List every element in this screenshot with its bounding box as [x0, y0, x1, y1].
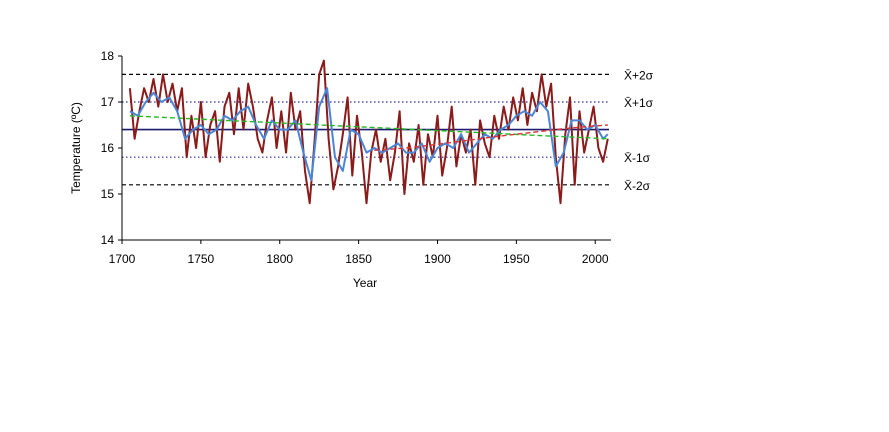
- x-tick-label: 1750: [188, 252, 215, 266]
- x-ticks: 1700 1750 1800 1850 1900 1950 2000: [109, 240, 609, 266]
- x-tick-label: 1900: [424, 252, 451, 266]
- reference-line-label: X̄+2σ: [624, 68, 654, 82]
- y-ticks: 14 15 16 17 18: [101, 49, 122, 247]
- series-layer: [128, 59, 609, 205]
- x-tick-label: 1700: [109, 252, 136, 266]
- reference-line-label: X̄-2σ: [624, 179, 651, 193]
- reference-line-label: X̄+1σ: [624, 96, 654, 110]
- series-line: [374, 124, 608, 151]
- x-tick-label: 2000: [582, 252, 609, 266]
- y-tick-label: 16: [101, 141, 115, 155]
- reference-line-label: X̄-1σ: [624, 151, 651, 165]
- series-line: [129, 87, 609, 182]
- y-tick-label: 17: [101, 95, 115, 109]
- y-axis-title: Temperature (ºC): [69, 102, 83, 194]
- x-tick-label: 1950: [503, 252, 530, 266]
- x-tick-label: 1850: [345, 252, 372, 266]
- y-tick-label: 18: [101, 49, 115, 63]
- y-tick-label: 14: [101, 233, 115, 247]
- y-tick-label: 15: [101, 187, 115, 201]
- series-line: [128, 59, 609, 205]
- x-axis-title: Year: [353, 276, 377, 290]
- x-tick-label: 1800: [266, 252, 293, 266]
